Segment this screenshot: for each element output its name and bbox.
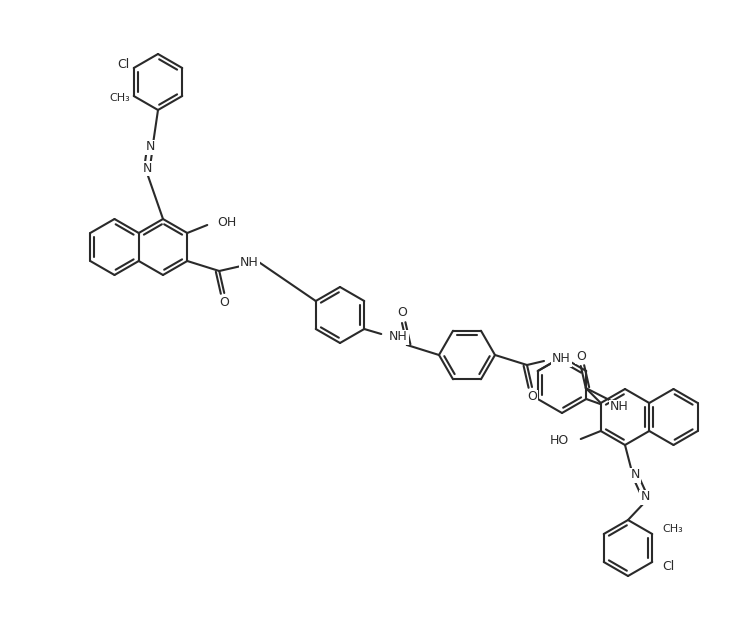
Text: O: O bbox=[397, 306, 407, 320]
Text: NH: NH bbox=[389, 330, 408, 343]
Text: CH₃: CH₃ bbox=[109, 93, 130, 103]
Text: N: N bbox=[146, 140, 155, 154]
Text: NH: NH bbox=[552, 353, 571, 366]
Text: O: O bbox=[527, 390, 537, 403]
Text: NH: NH bbox=[240, 256, 259, 269]
Text: OH: OH bbox=[217, 216, 236, 230]
Text: HO: HO bbox=[550, 434, 568, 447]
Text: N: N bbox=[143, 161, 152, 175]
Text: O: O bbox=[219, 297, 229, 309]
Text: Cl: Cl bbox=[117, 57, 130, 71]
Text: Cl: Cl bbox=[662, 561, 675, 574]
Text: N: N bbox=[640, 491, 649, 503]
Text: N: N bbox=[630, 468, 640, 482]
Text: NH: NH bbox=[610, 401, 629, 413]
Text: CH₃: CH₃ bbox=[662, 524, 683, 534]
Text: O: O bbox=[576, 350, 585, 362]
